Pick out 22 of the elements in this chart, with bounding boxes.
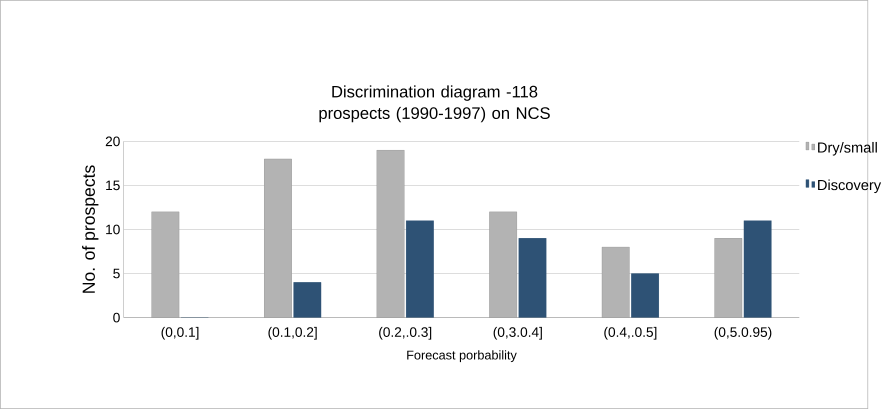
- y-tick-label: 20: [106, 136, 120, 146]
- bar: [714, 238, 742, 318]
- bar: [151, 212, 180, 318]
- chart-title: Discrimination diagram -118 prospects (1990-1997) on NCS: [319, 85, 550, 122]
- x-tick-label: (0.2,.0.3]: [379, 326, 432, 340]
- y-tick-label: 10: [106, 224, 120, 234]
- x-tick-label: (0,3.0.4]: [494, 326, 542, 340]
- x-tick-label: (0,5.0.95): [714, 326, 772, 340]
- legend-label: Dry/small: [818, 142, 877, 156]
- x-tick-label: (0.4,.0.5]: [604, 326, 656, 340]
- y-axis-title: No. of prospects: [82, 165, 98, 293]
- y-tick-label: 15: [106, 180, 120, 190]
- bar: [489, 212, 518, 318]
- bar: [264, 158, 292, 318]
- bar: [376, 150, 404, 318]
- bar: [602, 246, 630, 318]
- x-axis-title: Forecast porbability: [407, 350, 517, 362]
- y-tick-label: 5: [113, 268, 120, 278]
- legend-label: Discovery: [818, 179, 882, 194]
- x-tick-label: (0,0.1]: [162, 326, 198, 340]
- y-tick-label: 0: [113, 312, 120, 322]
- x-tick-label: (0.1,0.2]: [268, 326, 317, 340]
